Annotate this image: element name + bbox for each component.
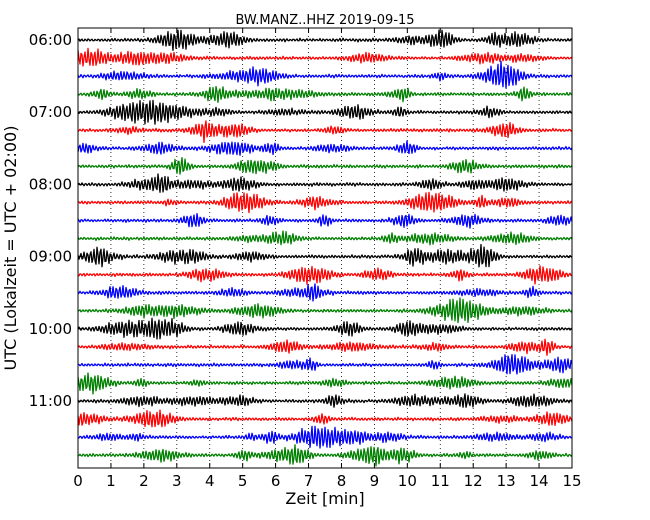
trace-08:15 xyxy=(77,191,573,214)
y-axis: 06:00 07:00 08:00 09:00 10:00 11:00 xyxy=(29,31,572,410)
trace-06:15 xyxy=(77,47,573,67)
x-tick-label-7: 7 xyxy=(304,472,314,490)
vertical-grid xyxy=(110,28,540,468)
y-tick-label-08:00: 08:00 xyxy=(29,175,72,193)
trace-08:00 xyxy=(77,173,573,193)
x-tick-label-12: 12 xyxy=(464,472,483,490)
trace-09:00 xyxy=(77,243,573,268)
y-tick-label-10:00: 10:00 xyxy=(29,320,72,338)
trace-07:00 xyxy=(77,99,573,125)
x-tick-label-3: 3 xyxy=(172,472,182,490)
x-tick-label-5: 5 xyxy=(238,472,248,490)
x-tick-label-8: 8 xyxy=(337,472,347,490)
trace-11:00 xyxy=(77,393,573,408)
trace-08:45 xyxy=(77,230,573,246)
x-tick-label-6: 6 xyxy=(271,472,281,490)
trace-09:15 xyxy=(77,265,573,285)
x-tick-label-0: 0 xyxy=(73,472,83,490)
plot-frame xyxy=(77,27,573,469)
y-tick-label-07:00: 07:00 xyxy=(29,103,72,121)
trace-07:45 xyxy=(77,156,573,175)
x-tick-label-15: 15 xyxy=(562,472,581,490)
trace-10:15 xyxy=(77,338,573,356)
trace-06:45 xyxy=(77,85,573,104)
trace-06:30 xyxy=(77,60,573,89)
trace-10:45 xyxy=(77,372,573,395)
x-tick-label-10: 10 xyxy=(398,472,417,490)
x-axis: 0 1 2 3 4 5 6 7 8 9 10 11 12 13 14 15 xyxy=(73,28,582,490)
x-tick-label-2: 2 xyxy=(139,472,149,490)
x-tick-label-9: 9 xyxy=(370,472,380,490)
x-tick-label-4: 4 xyxy=(205,472,215,490)
trace-10:00 xyxy=(77,317,573,340)
y-axis-label: UTC (Lokalzeit = UTC + 02:00) xyxy=(1,126,20,371)
trace-08:30 xyxy=(77,213,573,229)
y-tick-label-11:00: 11:00 xyxy=(29,392,72,410)
trace-06:00 xyxy=(77,29,573,52)
chart-title: BW.MANZ..HHZ 2019-09-15 xyxy=(235,13,414,28)
trace-07:30 xyxy=(77,140,573,156)
trace-10:30 xyxy=(77,354,573,375)
y-tick-label-06:00: 06:00 xyxy=(29,31,72,49)
trace-11:30 xyxy=(77,425,573,449)
trace-07:15 xyxy=(77,120,573,143)
x-tick-label-11: 11 xyxy=(431,472,450,490)
x-axis-label: Zeit [min] xyxy=(285,489,364,508)
x-tick-label-1: 1 xyxy=(106,472,116,490)
trace-11:45 xyxy=(77,444,573,467)
trace-09:30 xyxy=(77,283,573,302)
x-tick-label-13: 13 xyxy=(497,472,516,490)
trace-11:15 xyxy=(77,409,573,428)
y-tick-label-09:00: 09:00 xyxy=(29,248,72,266)
trace-group xyxy=(77,29,573,467)
trace-09:45 xyxy=(77,297,573,324)
x-tick-label-14: 14 xyxy=(530,472,549,490)
